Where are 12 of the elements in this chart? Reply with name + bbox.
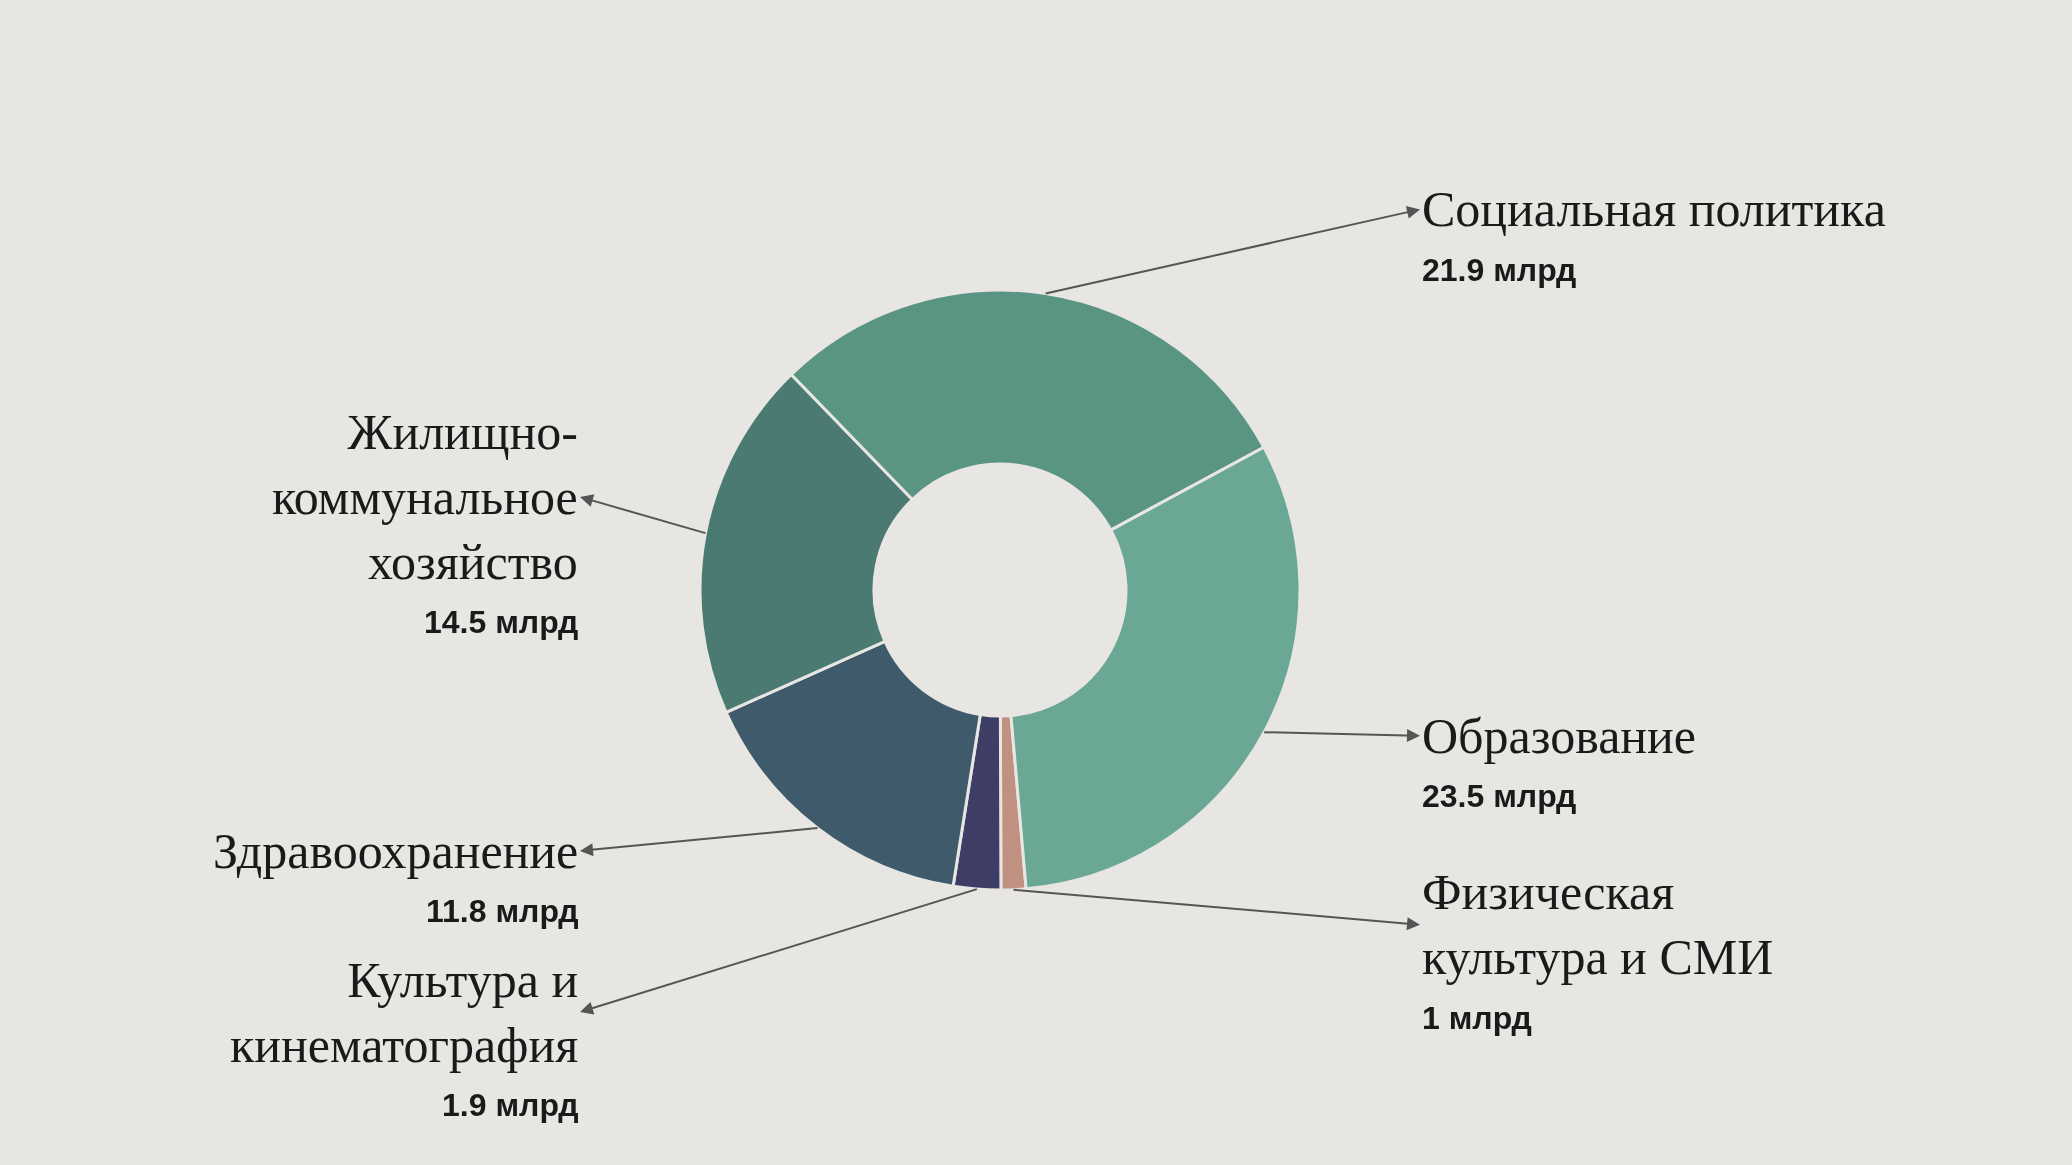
slice-label: Образование: [1422, 708, 1697, 764]
data-label: 14.5 млрд: [424, 604, 579, 640]
data-label: 1 млрд: [1422, 1000, 1532, 1036]
data-label: 1.9 млрд: [442, 1087, 579, 1123]
slice-label: Физическая культура и СМИ: [1422, 864, 1774, 985]
slice-label: Культура и кинематография: [230, 952, 579, 1073]
data-label: 11.8 млрд: [426, 893, 579, 929]
slice-label: Социальная политика: [1422, 181, 1886, 237]
slice-label: Жилищно-коммунальное хозяйство: [272, 404, 578, 590]
data-label: 23.5 млрд: [1422, 778, 1577, 814]
data-label: 21.9 млрд: [1422, 252, 1577, 288]
slice-label: Здравоохранение: [213, 823, 579, 879]
